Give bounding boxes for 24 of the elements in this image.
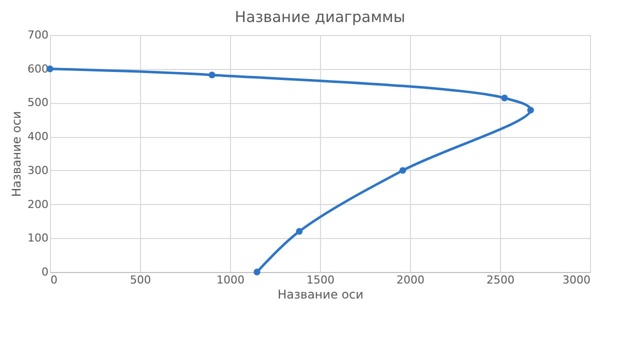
- x-tick-label: 1000: [216, 274, 244, 286]
- point: [296, 228, 303, 235]
- point: [501, 94, 508, 102]
- x-axis-title: Название оси: [278, 288, 364, 302]
- x-tick-label: 0: [50, 274, 58, 286]
- point: [254, 268, 260, 276]
- y-tick-label: 400: [28, 130, 48, 144]
- y-tick-label: 700: [28, 28, 48, 42]
- y-tick-label: 100: [28, 232, 48, 245]
- point: [399, 167, 406, 174]
- x-tick-label: 2500: [486, 274, 514, 286]
- y-tick-label: 300: [28, 164, 48, 177]
- chart-title: Название диаграммы: [234, 8, 406, 26]
- x-tick-label: 1500: [306, 274, 334, 286]
- y-tick-label: 600: [28, 62, 48, 76]
- y-axis-title: Название оси: [10, 111, 24, 197]
- y-tick-label: 200: [28, 198, 48, 211]
- point: [208, 72, 216, 78]
- x-tick-label: 500: [130, 274, 151, 286]
- y-tick-label: 500: [28, 96, 48, 110]
- x-tick-label: 3000: [562, 274, 590, 286]
- x-tick-label: 2000: [396, 274, 424, 286]
- y-tick-label: 0: [42, 266, 48, 278]
- point: [527, 106, 534, 114]
